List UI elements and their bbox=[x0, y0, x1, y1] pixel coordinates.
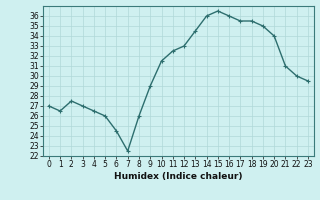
X-axis label: Humidex (Indice chaleur): Humidex (Indice chaleur) bbox=[114, 172, 243, 181]
